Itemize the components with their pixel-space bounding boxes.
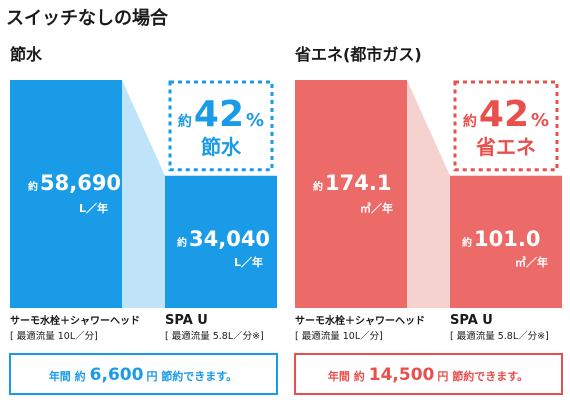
bar-after-value-prefix: 約 xyxy=(462,236,472,249)
bar-before-value: 174.1 xyxy=(325,171,391,195)
bar-before-value-prefix: 約 xyxy=(313,180,323,193)
bar-connector xyxy=(122,80,165,308)
savings-number: 42 xyxy=(479,94,529,135)
category-before-note: [ 最適流量 10L／分] xyxy=(10,330,98,342)
savings-prefix: 約 xyxy=(463,113,477,130)
footer-prefix: 年間 約 xyxy=(49,369,86,383)
chart-title: 省エネ(都市ガス) xyxy=(294,45,422,64)
footer-amount: 6,600 xyxy=(90,365,144,385)
savings-percent-sign: % xyxy=(246,110,264,131)
bar-before-value-prefix: 約 xyxy=(28,180,38,193)
footer-suffix: 円 節約できます。 xyxy=(437,369,528,383)
bar-after-unit: L／年 xyxy=(234,255,263,269)
bar-after-unit: ㎥／年 xyxy=(515,255,548,269)
bar-after xyxy=(165,175,277,308)
bar-before-unit: ㎥／年 xyxy=(360,201,393,215)
savings-percent-sign: % xyxy=(531,110,549,131)
bar-before-value-label: 約174.1 xyxy=(313,171,391,195)
savings-number: 42 xyxy=(194,94,244,135)
savings-prefix: 約 xyxy=(178,113,192,130)
category-after-name: SPA U xyxy=(450,313,493,328)
footer-box xyxy=(9,353,278,395)
bar-before xyxy=(10,80,122,308)
bar-before-value-label: 約58,690 xyxy=(28,171,121,195)
savings-box xyxy=(453,80,559,172)
page-title: スイッチなしの場合 xyxy=(6,8,168,29)
bar-before xyxy=(295,80,407,308)
bar-after-value-prefix: 約 xyxy=(177,236,187,249)
category-before-name: サーモ水栓＋シャワーヘッド xyxy=(10,314,140,327)
savings-label: 省エネ xyxy=(475,135,536,159)
savings-percent: 約42% xyxy=(463,94,549,135)
footer-amount: 14,500 xyxy=(369,365,435,385)
bar-connector xyxy=(407,80,450,308)
category-after-note: [ 最適流量 5.8L／分※] xyxy=(165,330,264,342)
category-after-name: SPA U xyxy=(165,313,208,328)
bar-after-value: 34,040 xyxy=(189,227,270,251)
footer-prefix: 年間 約 xyxy=(328,369,365,383)
footer-text: 年間 約 14,500 円 節約できます。 xyxy=(328,365,528,385)
footer-text: 年間 約 6,600 円 節約できます。 xyxy=(49,365,237,385)
savings-percent: 約42% xyxy=(178,94,264,135)
energy-saving-chart: 省エネ(都市ガス) 約174.1 ㎥／年 約101.0 ㎥／年 約42% 省エネ サーモ水栓＋… xyxy=(285,0,570,400)
water-saving-chart: 節水 約58,690 L／年 約34,040 L／年 約42% 節水 サーモ水栓＋シャワーヘッ… xyxy=(9,45,278,395)
bar-before-value: 58,690 xyxy=(40,171,121,195)
category-before-note: [ 最適流量 10L／分] xyxy=(295,330,383,342)
bar-after-value-label: 約101.0 xyxy=(462,227,540,251)
footer-box xyxy=(294,353,563,395)
bar-before-unit: L／年 xyxy=(79,201,108,215)
bar-after-value-label: 約34,040 xyxy=(177,227,270,251)
category-after-note: [ 最適流量 5.8L／分※] xyxy=(450,330,549,342)
chart-title: 節水 xyxy=(9,45,43,64)
savings-box xyxy=(168,80,274,172)
savings-label: 節水 xyxy=(201,135,242,159)
footer-suffix: 円 節約できます。 xyxy=(146,369,237,383)
bar-after xyxy=(450,175,562,308)
bar-after-value: 101.0 xyxy=(474,227,540,251)
category-before-name: サーモ水栓＋シャワーヘッド xyxy=(295,314,425,327)
